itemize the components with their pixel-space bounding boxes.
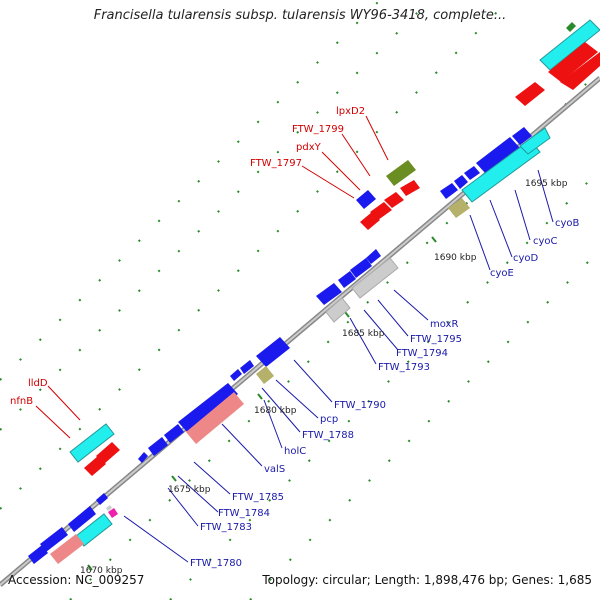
cds-blue bbox=[316, 283, 342, 305]
gene-label-ftw1794: FTW_1794 bbox=[396, 348, 448, 359]
gene-label-ftw1784: FTW_1784 bbox=[218, 508, 270, 519]
kbp-label-1685: 1685 kbp bbox=[342, 329, 385, 339]
gene-label-nfnb: nfnB bbox=[10, 396, 33, 407]
gene-label-lpxd2: lpxD2 bbox=[336, 106, 365, 117]
cds-blue bbox=[178, 383, 238, 433]
cds-blue bbox=[28, 545, 48, 564]
kbp-label-1695: 1695 kbp bbox=[525, 179, 568, 189]
cds-red bbox=[96, 442, 120, 464]
leader-lines-red bbox=[35, 115, 389, 439]
cds-pink bbox=[50, 534, 84, 564]
leader-lines-blue bbox=[123, 169, 554, 563]
cds-red bbox=[548, 42, 598, 82]
cds-blue bbox=[164, 424, 184, 443]
cds-blue bbox=[338, 271, 356, 288]
cds-red bbox=[515, 82, 545, 106]
cds-blue bbox=[512, 127, 532, 145]
cds-pink bbox=[186, 392, 244, 444]
map-title: Francisella tularensis subsp. tularensis… bbox=[93, 8, 507, 23]
cds-blue bbox=[96, 493, 108, 505]
gene-label-cyoc: cyoC bbox=[533, 236, 558, 247]
gene-label-pcp: pcp bbox=[320, 414, 338, 425]
gene-label-moxr: moxR bbox=[430, 319, 458, 330]
kbp-label-1690: 1690 kbp bbox=[434, 253, 477, 263]
gene-label-cyob: cyoB bbox=[555, 218, 580, 229]
cds-cluster-moxr bbox=[316, 249, 399, 323]
cds-cyan bbox=[461, 139, 541, 203]
kbp-tick-marks bbox=[87, 161, 517, 571]
cds-red bbox=[84, 456, 106, 476]
cds-cluster-top-right bbox=[515, 19, 600, 106]
cds-blue bbox=[366, 249, 381, 264]
cds-cluster-vals bbox=[138, 337, 290, 463]
cds-cluster-bottom-left bbox=[28, 493, 118, 564]
gene-label-ftw1799: FTW_1799 bbox=[292, 124, 344, 135]
cds-blue bbox=[68, 506, 96, 532]
gene-label-ftw1793: FTW_1793 bbox=[378, 362, 430, 373]
accession-label: Accession: NC_009257 bbox=[8, 573, 145, 587]
cds-tan bbox=[256, 366, 274, 384]
inner-dotted-track bbox=[69, 68, 600, 600]
genome-summary-label: Topology: circular; Length: 1,898,476 bp… bbox=[262, 573, 592, 587]
cds-blue bbox=[230, 369, 242, 381]
gene-label-ftw1795: FTW_1795 bbox=[410, 334, 462, 345]
cds-blue bbox=[356, 190, 376, 209]
cds-cyan bbox=[539, 19, 600, 71]
cds-blue bbox=[464, 166, 480, 180]
gene-label-ftw1780: FTW_1780 bbox=[190, 558, 242, 569]
cds-red bbox=[370, 202, 392, 220]
gene-label-cyod: cyoD bbox=[513, 253, 539, 264]
cds-cyan bbox=[519, 127, 551, 155]
cds-blue bbox=[148, 437, 168, 456]
cds-grey bbox=[325, 297, 351, 323]
cds-red bbox=[384, 192, 404, 208]
cds-grey bbox=[351, 257, 399, 299]
cds-cyan bbox=[69, 423, 115, 463]
cds-magenta bbox=[108, 508, 118, 518]
cds-green bbox=[566, 22, 576, 32]
gene-label-ftw1785: FTW_1785 bbox=[232, 492, 284, 503]
gene-label-ftw1783: FTW_1783 bbox=[200, 522, 252, 533]
gene-label-ftw1788: FTW_1788 bbox=[302, 430, 354, 441]
cds-olive bbox=[386, 160, 416, 186]
cds-blue bbox=[40, 527, 68, 552]
cds-tan bbox=[448, 198, 470, 218]
kbp-label-1675: 1675 kbp bbox=[168, 485, 211, 495]
cds-red bbox=[560, 52, 600, 90]
cds-blue bbox=[256, 337, 290, 367]
gene-label-holc: holC bbox=[284, 446, 306, 457]
outer-dotted-track bbox=[0, 0, 511, 510]
cds-cluster-pdxy bbox=[356, 160, 420, 230]
gene-label-cyoe: cyoE bbox=[490, 268, 514, 279]
kbp-label-1670: 1670 kbp bbox=[80, 566, 123, 576]
cds-blue bbox=[454, 175, 468, 189]
gene-label-ftw1790: FTW_1790 bbox=[334, 400, 386, 411]
gene-label-vals: valS bbox=[264, 464, 285, 475]
gene-label-lldd: lldD bbox=[28, 378, 48, 389]
cds-blue bbox=[476, 137, 520, 174]
cds-blue bbox=[440, 183, 458, 199]
kbp-label-1680: 1680 kbp bbox=[254, 406, 297, 416]
cds-cluster-cyo bbox=[440, 127, 551, 218]
cds-blue bbox=[240, 360, 254, 374]
cds-red bbox=[400, 180, 420, 196]
cds-grey bbox=[106, 505, 112, 511]
gene-label-ftw1797: FTW_1797 bbox=[250, 158, 302, 169]
gene-label-pdxy: pdxY bbox=[296, 142, 322, 153]
cds-blue bbox=[138, 452, 148, 463]
cds-blue bbox=[350, 258, 372, 278]
cds-cluster-lldd bbox=[69, 423, 120, 476]
